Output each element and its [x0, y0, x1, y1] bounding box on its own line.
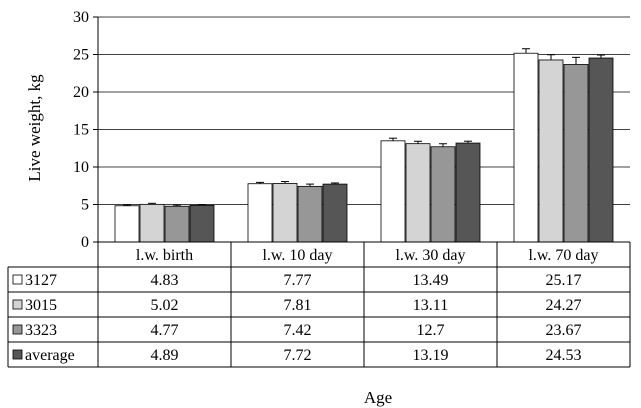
- bar-3015-3: [405, 143, 431, 243]
- category-label: l.w. 30 day: [395, 247, 465, 264]
- bar-average-3: [455, 142, 481, 243]
- data-label: 4.77: [151, 322, 179, 339]
- data-label: 5.02: [151, 297, 179, 314]
- data-label: 24.53: [546, 347, 582, 364]
- y-tick-label: 30: [73, 9, 89, 26]
- data-label: 13.11: [413, 297, 448, 314]
- y-axis-label: Live weight, kg: [25, 74, 44, 182]
- data-label: 12.7: [417, 322, 445, 339]
- bar-3127-3: [380, 140, 406, 243]
- data-label: 7.72: [284, 347, 312, 364]
- data-label: 4.83: [151, 272, 179, 289]
- y-tick-label: 5: [81, 197, 89, 214]
- legend-swatch: [12, 349, 23, 360]
- bar-3127-2: [247, 183, 273, 243]
- y-tick-label: 15: [73, 122, 89, 139]
- data-label: 24.27: [546, 297, 582, 314]
- legend-swatch: [12, 299, 23, 310]
- data-label: 7.81: [284, 297, 312, 314]
- y-tick-label: 20: [73, 84, 89, 101]
- data-label: 13.19: [413, 347, 449, 364]
- category-label: l.w. birth: [136, 247, 193, 264]
- bars: [114, 48, 614, 243]
- y-tick-label: 10: [73, 159, 89, 176]
- category-label: l.w. 70 day: [528, 247, 598, 264]
- bar-3323-4: [563, 64, 589, 243]
- legend-swatch: [12, 324, 23, 335]
- bar-3015-1: [139, 203, 165, 243]
- legend-label: 3015: [25, 297, 57, 314]
- y-tick-label: 25: [73, 47, 89, 64]
- bar-3015-4: [538, 59, 564, 243]
- bar-3015-2: [272, 183, 298, 243]
- data-label: 4.89: [151, 347, 179, 364]
- x-axis-label: Age: [364, 388, 392, 407]
- data-label: 7.77: [284, 272, 312, 289]
- legend-swatch: [12, 274, 23, 285]
- bar-3127-1: [114, 205, 140, 243]
- y-tick-label: 0: [81, 234, 89, 251]
- legend-label: 3323: [25, 322, 57, 339]
- data-label: 25.17: [546, 272, 582, 289]
- bar-3323-1: [164, 205, 190, 243]
- category-label: l.w. 10 day: [262, 247, 332, 264]
- data-table: l.w. birth l.w. 10 day l.w. 30 day l.w. 70 …: [7, 241, 631, 368]
- y-axis: 0 5 10 15 20 25 30: [73, 9, 99, 251]
- legend-label: 3127: [25, 272, 57, 289]
- bar-average-4: [588, 57, 614, 243]
- bar-3127-4: [513, 52, 539, 243]
- bar-3323-3: [430, 146, 456, 243]
- bar-average-2: [322, 183, 348, 243]
- data-label: 13.49: [413, 272, 449, 289]
- data-label: 7.42: [284, 322, 312, 339]
- legend-label: average: [25, 347, 75, 364]
- data-label: 23.67: [546, 322, 582, 339]
- bar-3323-2: [297, 185, 323, 243]
- bar-average-1: [189, 204, 215, 243]
